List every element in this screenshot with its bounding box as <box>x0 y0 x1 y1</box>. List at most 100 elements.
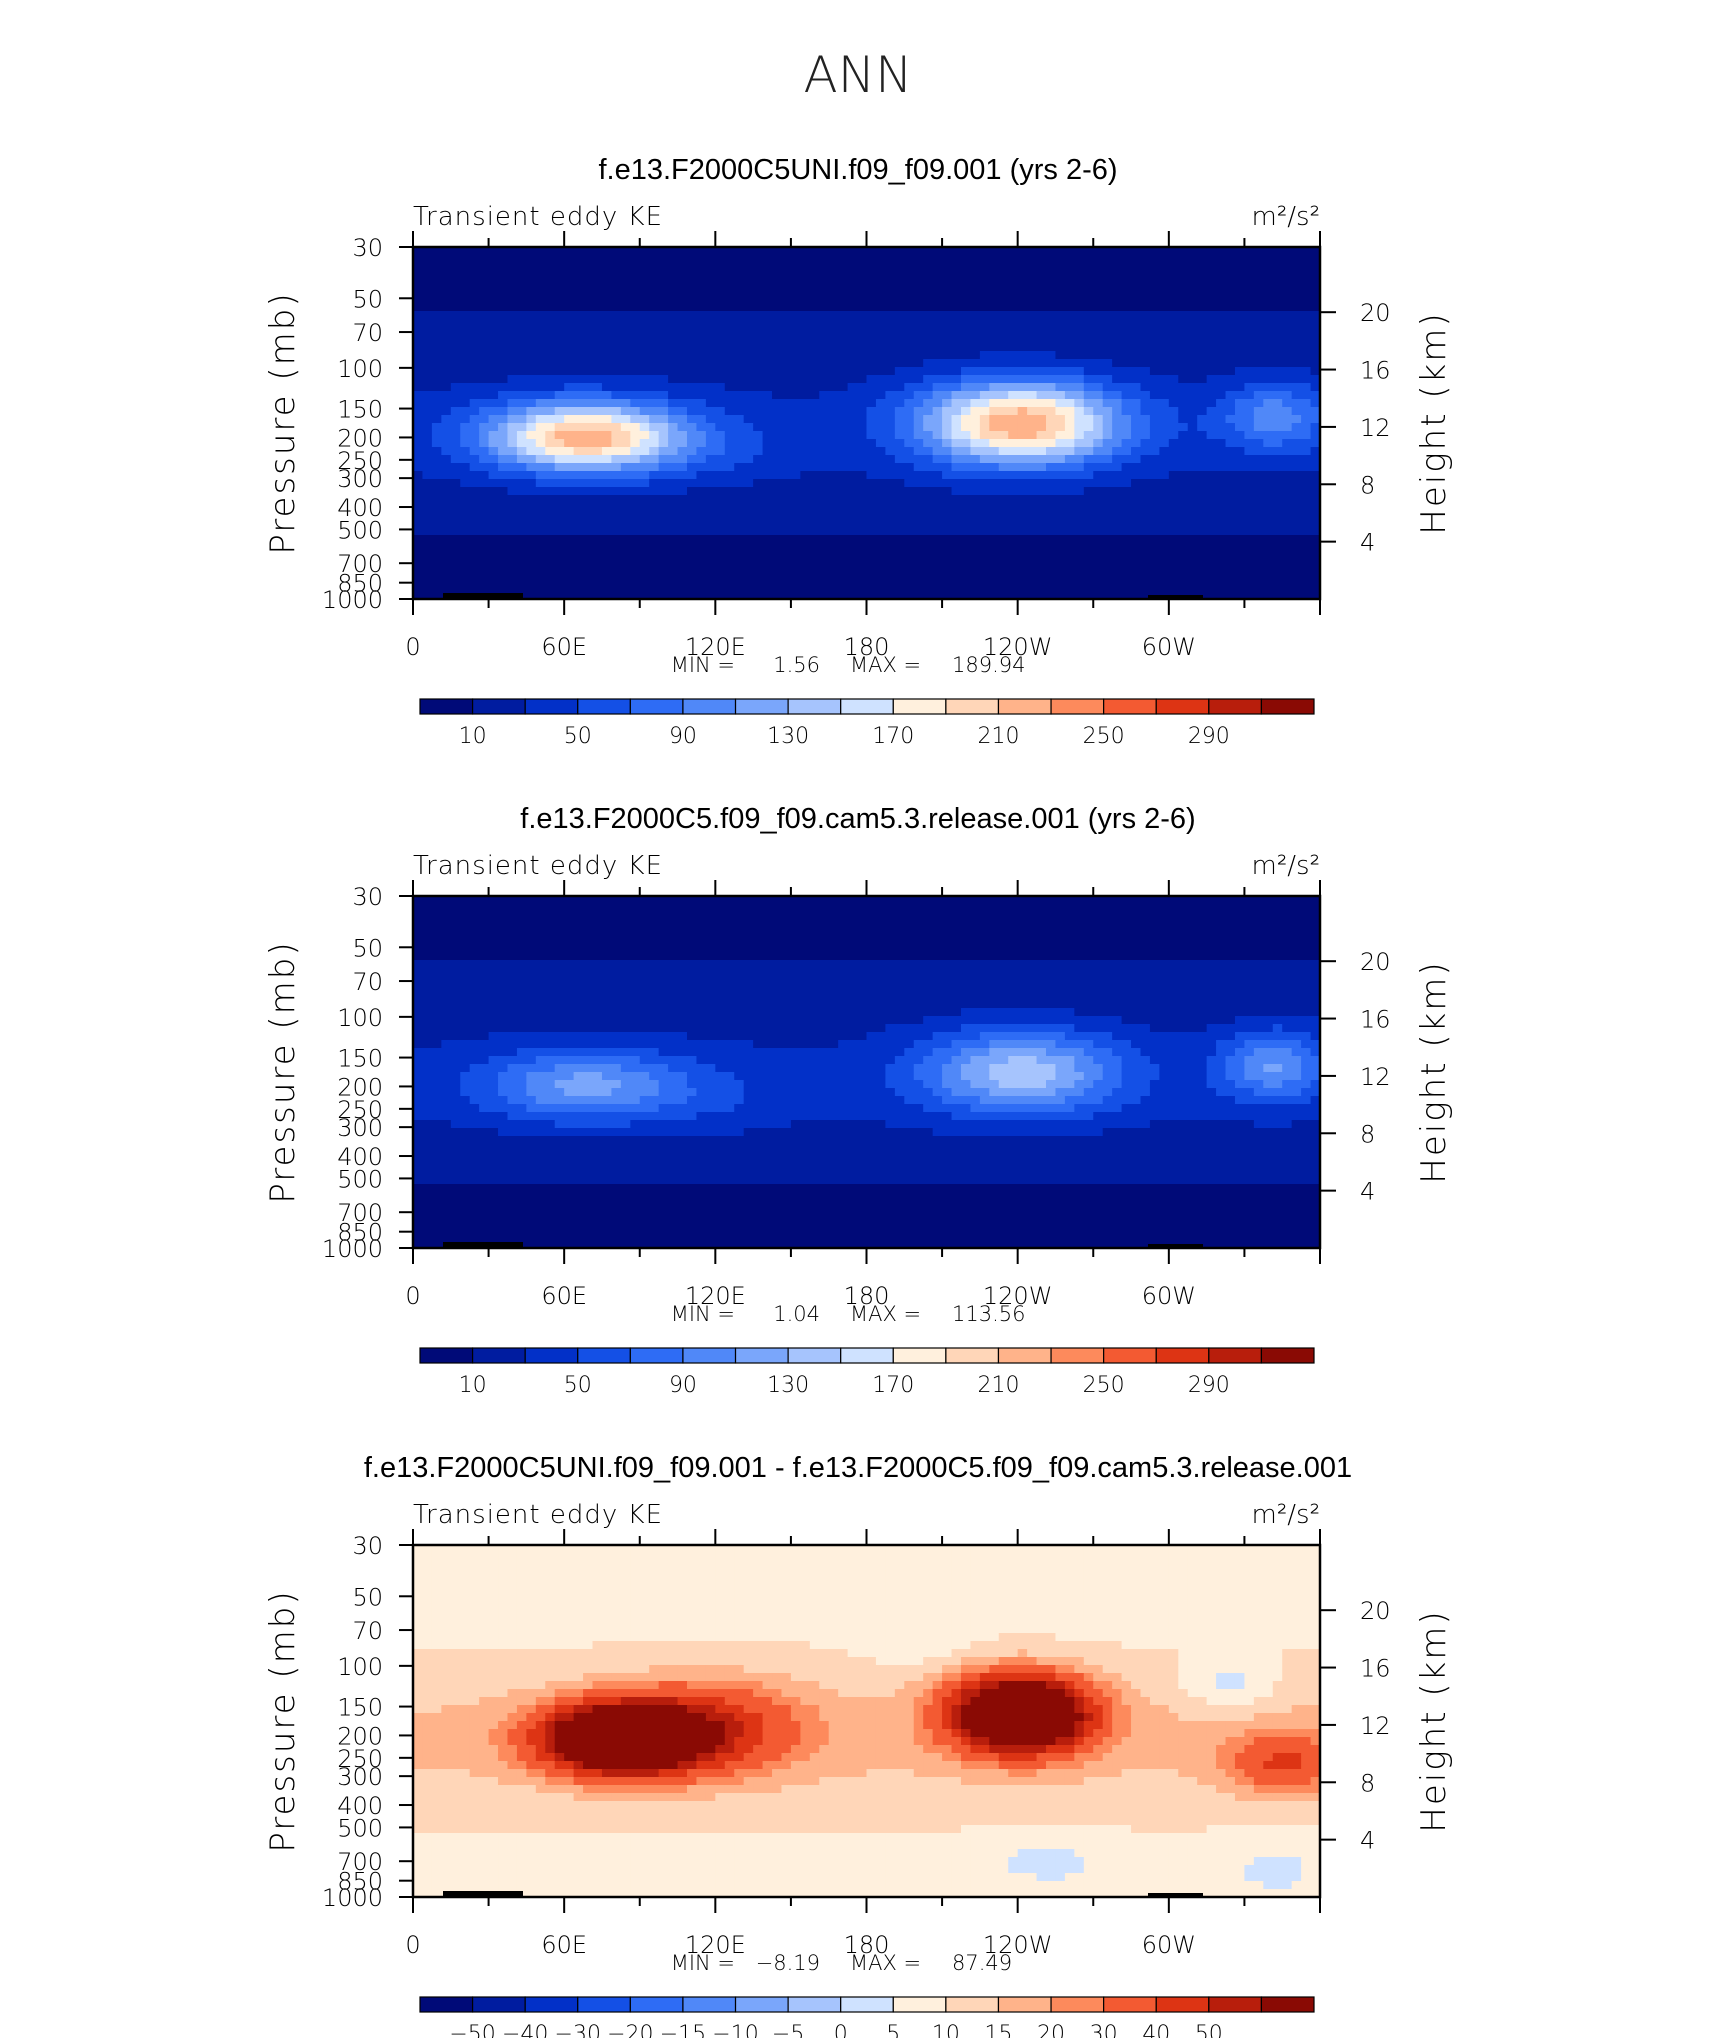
field-cell <box>1149 583 1160 592</box>
field-cell <box>1253 920 1264 929</box>
field-cell <box>790 559 801 568</box>
field-cell <box>592 367 603 376</box>
field-cell <box>960 479 972 488</box>
field-cell <box>885 527 896 536</box>
field-cell <box>1027 255 1038 264</box>
field-cell <box>772 391 783 400</box>
field-cell <box>979 511 990 520</box>
field-cell <box>630 487 641 496</box>
field-cell <box>516 511 527 520</box>
field-cell <box>724 319 735 328</box>
field-cell <box>743 920 754 929</box>
field-cell <box>479 511 490 520</box>
field-cell <box>422 335 433 344</box>
field-cell <box>1187 391 1198 400</box>
field-cell <box>828 263 839 272</box>
y-right-tick-label: 12 <box>1360 414 1391 442</box>
field-cell <box>545 303 556 312</box>
field-cell <box>772 359 783 368</box>
field-cell <box>573 271 584 280</box>
field-cell <box>809 367 820 376</box>
field-cell <box>1168 415 1179 424</box>
field-cell <box>668 415 679 424</box>
field-cell <box>564 543 575 552</box>
field-cell <box>998 383 1009 392</box>
field-cell <box>705 559 716 568</box>
field-cell <box>1149 383 1160 392</box>
field-cell <box>715 343 726 352</box>
field-cell <box>1036 904 1047 913</box>
field-cell <box>1225 255 1236 264</box>
field-cell <box>535 247 546 256</box>
field-cell <box>469 255 480 264</box>
field-cell <box>1055 351 1066 360</box>
field-cell <box>989 575 1000 584</box>
field-cell <box>1046 495 1057 504</box>
field-cell <box>564 327 575 336</box>
field-cell <box>1216 423 1227 432</box>
field-cell <box>932 263 943 272</box>
field-cell <box>526 495 537 504</box>
field-cell <box>1282 479 1293 488</box>
field-cell <box>809 591 820 600</box>
field-cell <box>762 383 773 392</box>
field-cell <box>1310 928 1321 937</box>
field-cell <box>866 439 877 448</box>
field-cell <box>450 375 461 384</box>
field-cell <box>1216 391 1227 400</box>
field-cell <box>1112 439 1123 448</box>
field-cell <box>960 944 972 953</box>
field-cell <box>573 383 584 392</box>
field-cell <box>1216 431 1227 440</box>
field-cell <box>1244 359 1255 368</box>
field-cell <box>790 367 801 376</box>
field-cell <box>828 591 839 600</box>
field-cell <box>422 567 433 576</box>
field-cell <box>1178 431 1189 440</box>
field-cell <box>857 447 868 456</box>
field-cell <box>857 311 868 320</box>
field-cell <box>1093 471 1104 480</box>
field-cell <box>1291 351 1302 360</box>
field-cell <box>1206 912 1217 921</box>
field-cell <box>1282 279 1293 288</box>
field-cell <box>1225 575 1236 584</box>
field-cell <box>441 343 452 352</box>
field-cell <box>1291 287 1302 296</box>
field-cell <box>809 543 820 552</box>
field-cell <box>875 359 886 368</box>
field-cell <box>413 455 424 464</box>
field-cell <box>960 575 972 584</box>
field-cell <box>1093 423 1104 432</box>
field-cell <box>554 936 565 945</box>
field-cell <box>441 527 452 536</box>
field-cell <box>639 920 650 929</box>
field-cell <box>781 439 792 448</box>
field-cell <box>960 463 972 472</box>
field-cell <box>601 912 613 921</box>
field-cell <box>658 495 669 504</box>
field-cell <box>592 455 603 464</box>
field-cell <box>790 295 801 304</box>
field-cell <box>1244 455 1255 464</box>
field-cell <box>658 327 669 336</box>
field-cell <box>979 311 990 320</box>
field-cell <box>1178 415 1189 424</box>
field-cell <box>1291 247 1302 256</box>
field-cell <box>431 896 442 905</box>
field-cell <box>583 559 594 568</box>
field-cell <box>479 559 490 568</box>
field-cell <box>1291 303 1302 312</box>
field-cell <box>1017 247 1028 256</box>
field-cell <box>488 423 499 432</box>
field-cell <box>960 447 972 456</box>
field-cell <box>696 920 707 929</box>
field-cell <box>535 920 546 929</box>
field-cell <box>1017 535 1028 544</box>
field-cell <box>668 271 679 280</box>
field-cell <box>639 447 650 456</box>
field-cell <box>743 359 754 368</box>
field-cell <box>1064 359 1075 368</box>
field-cell <box>1234 487 1246 496</box>
field-cell <box>866 447 877 456</box>
